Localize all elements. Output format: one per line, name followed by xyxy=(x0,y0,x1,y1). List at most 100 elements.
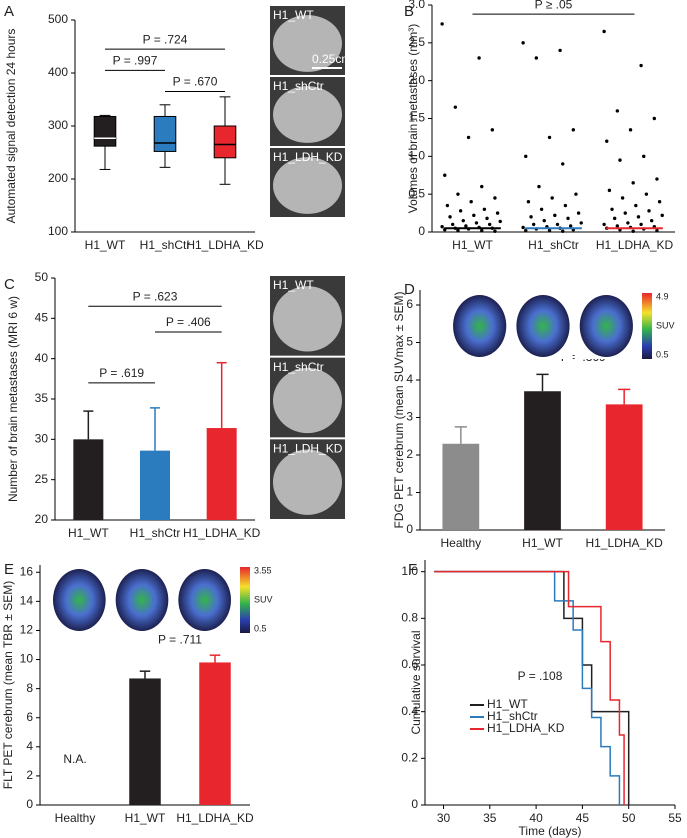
y-tick-label: 2.0 xyxy=(408,73,425,87)
panel-letter: A xyxy=(4,3,14,20)
y-tick-label: 1.0 xyxy=(408,149,425,163)
point xyxy=(472,213,476,218)
point xyxy=(579,221,583,225)
y-tick-label: 40 xyxy=(35,351,49,365)
brain xyxy=(273,367,342,434)
brain xyxy=(273,286,342,352)
panel-letter: D xyxy=(404,281,415,298)
y-tick-label: 2 xyxy=(26,768,33,782)
y-axis-label: FDG PET cerebrum (mean SUVmax ± SEM) xyxy=(392,291,406,528)
x-tick-label: 45 xyxy=(576,811,590,825)
point xyxy=(636,215,641,219)
point xyxy=(576,211,581,215)
y-tick-label: 6 xyxy=(26,710,33,724)
y-tick-label: 400 xyxy=(48,65,68,79)
point xyxy=(649,218,654,223)
y-tick-label: 100 xyxy=(48,224,68,238)
bar xyxy=(206,428,237,520)
point xyxy=(529,215,533,219)
point xyxy=(493,196,497,200)
y-tick-label: 200 xyxy=(48,171,68,185)
point xyxy=(493,229,497,233)
point xyxy=(456,228,460,233)
point xyxy=(602,29,606,34)
point xyxy=(655,228,659,233)
y-axis-label: Volumes of brain metastases (mm³) xyxy=(406,24,420,213)
annotation: P = .711 xyxy=(158,633,202,647)
pet-head xyxy=(579,294,633,358)
y-tick-label: 0.5 xyxy=(408,186,425,200)
y-tick-label: 3.0 xyxy=(408,0,425,11)
y-tick-label: 4 xyxy=(26,739,33,753)
x-tick-label: H1_WT xyxy=(522,536,563,550)
point xyxy=(453,105,458,109)
bar xyxy=(199,662,231,805)
point xyxy=(524,228,528,233)
y-tick-label: 50 xyxy=(35,270,49,284)
x-tick-label: 35 xyxy=(483,811,497,825)
point xyxy=(440,22,444,26)
y-tick-label: 20 xyxy=(35,512,49,526)
panel-letter: E xyxy=(4,561,14,578)
y-tick-label: 3 xyxy=(406,410,413,424)
point xyxy=(553,213,557,218)
point xyxy=(644,192,649,196)
legend-label: H1_shCtr xyxy=(487,709,538,723)
point xyxy=(657,200,662,204)
image-label: H1_LDH_KD xyxy=(273,150,343,164)
y-tick-label: 16 xyxy=(20,564,34,578)
annotation: P = .670 xyxy=(173,75,218,89)
point xyxy=(639,63,643,68)
legend-label: H1_WT xyxy=(487,697,528,711)
survival-line xyxy=(434,570,625,805)
y-tick-label: 0.4 xyxy=(401,704,418,718)
brain xyxy=(273,449,342,515)
colorbar xyxy=(240,567,250,633)
annotation: P ≥ .05 xyxy=(535,0,573,11)
point xyxy=(612,216,617,221)
point xyxy=(634,203,638,208)
point xyxy=(652,116,657,121)
brain xyxy=(273,15,342,72)
y-tick-label: 0.8 xyxy=(401,611,418,625)
point xyxy=(443,173,447,177)
point xyxy=(561,229,565,233)
x-tick-label: H1_WT xyxy=(125,811,166,825)
point xyxy=(524,154,528,159)
point xyxy=(631,181,635,185)
bar xyxy=(605,404,643,530)
annotation: P = .997 xyxy=(113,54,158,68)
box xyxy=(153,115,177,152)
point xyxy=(458,209,463,213)
y-tick-label: 1.0 xyxy=(401,564,418,578)
y-tick-label: 10 xyxy=(20,652,34,666)
y-tick-label: 30 xyxy=(35,432,49,446)
point xyxy=(639,222,643,227)
point xyxy=(495,211,500,215)
point xyxy=(445,203,450,208)
point xyxy=(456,192,460,196)
x-tick-label: H1_WT xyxy=(452,238,493,252)
pet-head xyxy=(115,568,169,632)
point xyxy=(571,128,576,132)
point xyxy=(620,196,625,200)
point xyxy=(660,213,664,218)
bar xyxy=(140,450,170,520)
colorbar-max: 4.9 xyxy=(656,291,669,301)
x-tick-label: 40 xyxy=(529,811,543,825)
x-tick-label: 50 xyxy=(622,811,636,825)
x-axis-label: Time (days) xyxy=(519,824,582,838)
point xyxy=(440,225,444,229)
panel-letter: F xyxy=(408,561,417,578)
brain xyxy=(273,157,342,214)
image-label: H1_LDH_KD xyxy=(273,442,343,456)
y-tick-label: 4 xyxy=(406,372,413,386)
survival-line xyxy=(434,570,621,805)
y-tick-label: 0.2 xyxy=(401,751,418,765)
point xyxy=(605,139,609,143)
legend-label: H1_LDHA_KD xyxy=(487,721,565,735)
colorbar xyxy=(642,293,652,359)
brain xyxy=(273,86,342,143)
